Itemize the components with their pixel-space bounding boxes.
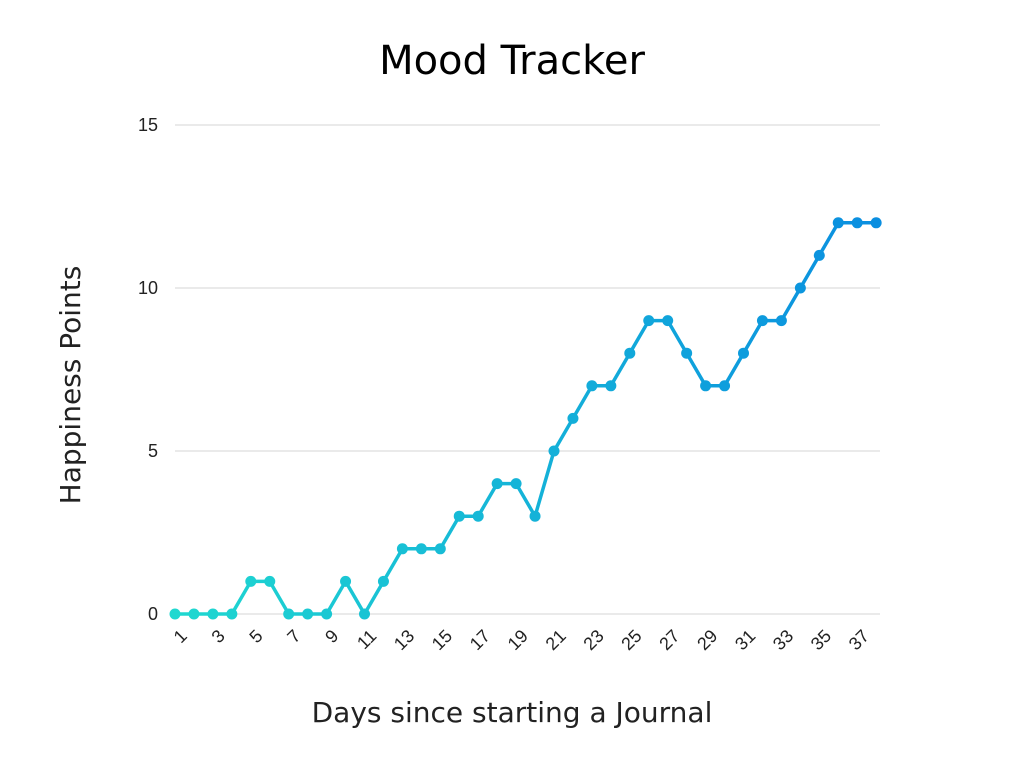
data-point <box>169 608 181 620</box>
data-point <box>434 543 446 555</box>
x-tick-label: 37 <box>845 626 873 654</box>
y-tick-label: 10 <box>138 278 158 298</box>
data-point <box>377 575 389 587</box>
x-tick-label: 11 <box>353 626 380 653</box>
series-line <box>173 221 878 616</box>
x-tick-label: 9 <box>321 626 342 647</box>
data-point <box>415 543 427 555</box>
x-tick-label: 3 <box>208 626 229 647</box>
data-point <box>851 217 863 229</box>
data-point <box>396 543 408 555</box>
data-point <box>832 217 844 229</box>
data-point <box>264 575 276 587</box>
data-point <box>719 380 731 392</box>
data-point <box>321 608 333 620</box>
data-point <box>302 608 314 620</box>
data-point <box>529 510 541 522</box>
data-point <box>283 608 295 620</box>
data-point <box>567 412 579 424</box>
x-tick-label: 13 <box>390 626 418 654</box>
data-point <box>188 608 200 620</box>
y-tick-label: 15 <box>138 115 158 135</box>
data-point <box>226 608 238 620</box>
data-point <box>870 217 882 229</box>
data-point <box>681 347 693 359</box>
x-tick-label: 23 <box>579 626 607 654</box>
y-axis-tick-labels: 0 5 10 15 <box>138 115 158 624</box>
x-tick-label: 7 <box>283 626 304 647</box>
x-tick-label: 31 <box>731 626 759 654</box>
x-tick-label: 33 <box>769 626 797 654</box>
data-point <box>775 315 787 327</box>
x-axis-title: Days since starting a Journal <box>312 696 713 729</box>
data-point <box>510 478 522 490</box>
data-point <box>813 249 825 261</box>
data-point <box>491 478 503 490</box>
data-point <box>472 510 484 522</box>
data-point <box>586 380 598 392</box>
x-tick-label: 19 <box>504 626 532 654</box>
x-tick-label: 1 <box>170 626 191 647</box>
x-tick-label: 15 <box>428 626 456 654</box>
data-point <box>738 347 749 359</box>
data-point <box>624 347 636 359</box>
x-tick-label: 17 <box>466 626 494 654</box>
data-point <box>359 608 370 620</box>
data-point <box>340 575 352 587</box>
y-tick-label: 0 <box>148 604 158 624</box>
x-tick-label: 5 <box>245 626 266 647</box>
data-point <box>756 315 768 327</box>
x-tick-label: 35 <box>807 626 835 654</box>
data-point <box>548 445 560 457</box>
x-axis-tick-labels: 1 3 5 7 9 11 13 15 17 19 21 23 25 27 29 31 33 35 37 <box>170 626 873 654</box>
series-layer <box>169 217 882 620</box>
data-point <box>700 380 712 392</box>
data-point <box>662 315 674 327</box>
y-tick-label: 5 <box>148 441 158 461</box>
data-point <box>245 575 257 587</box>
x-tick-label: 21 <box>542 626 570 654</box>
x-tick-label: 27 <box>655 626 683 654</box>
x-tick-label: 25 <box>617 626 645 654</box>
x-tick-label: 29 <box>693 626 721 654</box>
data-point <box>207 608 219 620</box>
data-point <box>643 315 655 327</box>
gridlines <box>175 124 880 615</box>
data-point <box>453 510 465 522</box>
chart-title: Mood Tracker <box>379 38 645 84</box>
y-axis-title: Happiness Points <box>54 266 87 505</box>
data-point <box>605 380 617 392</box>
data-point <box>794 282 806 294</box>
